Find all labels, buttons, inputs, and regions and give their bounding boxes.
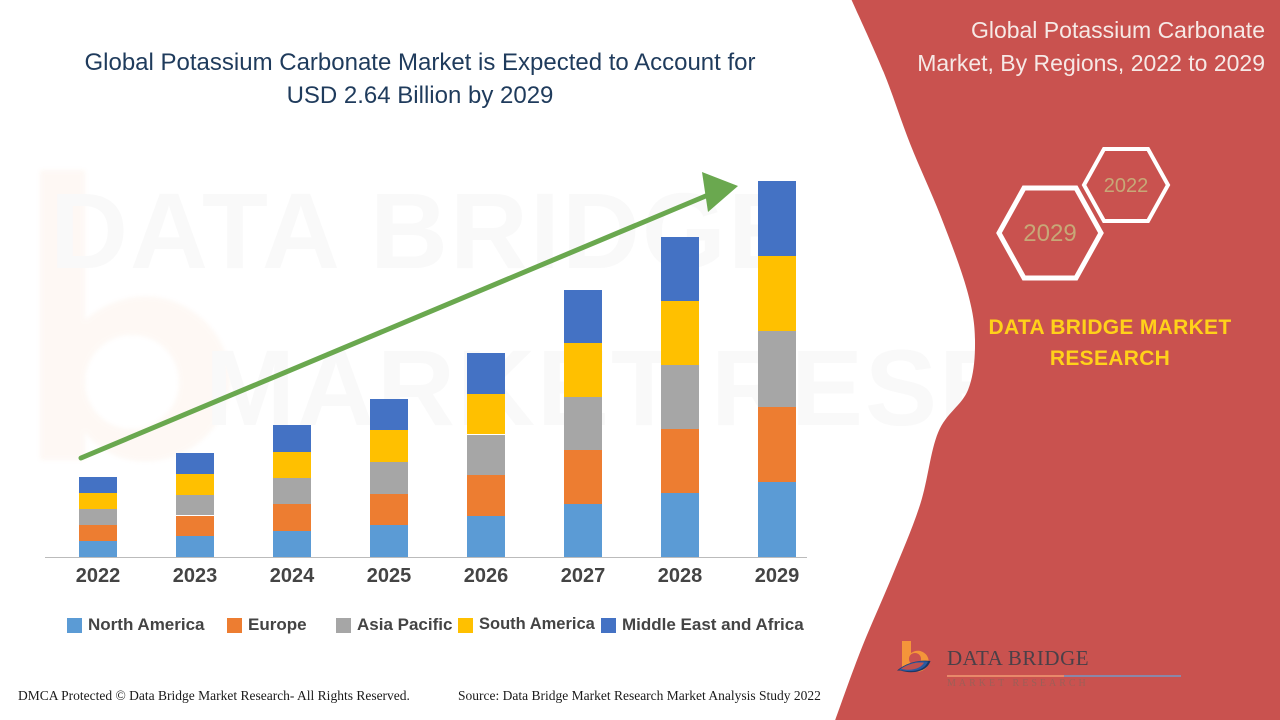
svg-text:2029: 2029 bbox=[1023, 220, 1076, 247]
svg-text:2022: 2022 bbox=[1104, 175, 1149, 197]
